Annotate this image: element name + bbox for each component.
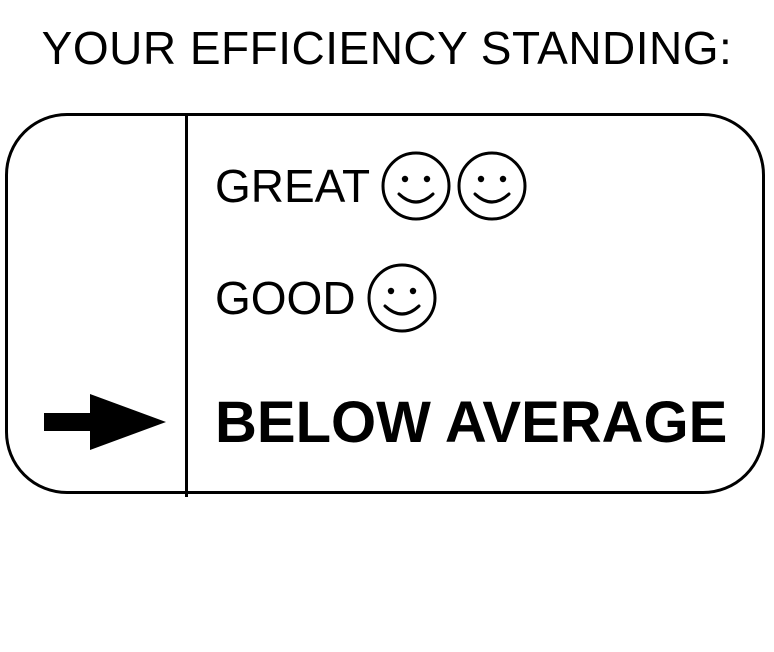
level-below-average-label: BELOW AVERAGE (215, 390, 728, 455)
right-arrow-icon (44, 394, 166, 450)
level-great-label: GREAT (215, 160, 371, 212)
level-below-average: BELOW AVERAGE (215, 392, 727, 454)
level-good-label: GOOD (215, 272, 356, 324)
level-good: GOOD (215, 262, 438, 334)
smiley-face-icon (381, 151, 451, 221)
smiley-face-icon (367, 263, 437, 333)
smiley-face-icon (457, 151, 527, 221)
panel-divider (185, 113, 188, 497)
level-great: GREAT (215, 150, 528, 222)
page-title: YOUR EFFICIENCY STANDING: (41, 22, 733, 74)
efficiency-scale-panel (5, 113, 765, 494)
